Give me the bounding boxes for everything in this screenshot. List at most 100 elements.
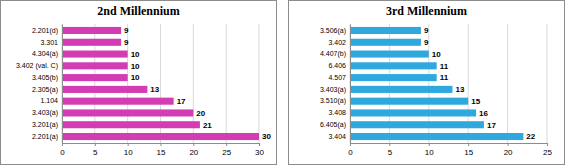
bar xyxy=(62,62,128,69)
bar xyxy=(62,133,259,140)
chart-panel: 2nd Millennium99101010131720213005101520… xyxy=(1,1,277,165)
chart-title: 2nd Millennium xyxy=(97,4,179,18)
tick: 20 xyxy=(189,143,198,157)
bar xyxy=(350,98,468,105)
chart-canvas: 2nd Millennium99101010131720213005101520… xyxy=(0,0,565,165)
bar xyxy=(62,74,128,81)
tick-label: 25 xyxy=(543,148,552,157)
bar xyxy=(62,39,121,46)
bar xyxy=(350,133,523,140)
grid-line xyxy=(507,24,508,143)
data-label: 21 xyxy=(203,121,212,130)
axis-line xyxy=(350,25,351,144)
tick: 3.403(a) xyxy=(32,109,58,117)
tick: 6.406 xyxy=(328,62,346,69)
tick-label: 3.405(b) xyxy=(32,74,58,82)
tick: 20 xyxy=(504,143,513,157)
tick-label: 6.405(a) xyxy=(320,121,346,129)
data-label: 17 xyxy=(487,121,496,130)
x-axis: 0510152025 xyxy=(348,143,552,157)
tick-label: 0 xyxy=(60,148,65,157)
tick: 3.510(a) xyxy=(320,97,346,105)
data-label: 13 xyxy=(150,85,159,94)
tick: 3.408 xyxy=(328,109,346,116)
bars xyxy=(62,27,259,140)
tick: 5 xyxy=(93,143,98,157)
tick-label: 2.305(a) xyxy=(32,86,58,94)
data-labels: 991011111315161722 xyxy=(424,26,536,141)
tick-mark xyxy=(161,143,162,146)
plot-area: 99101111131516172205101520253.4046.405(a… xyxy=(320,24,553,157)
tick-label: 0 xyxy=(348,148,353,157)
data-label: 22 xyxy=(526,132,535,141)
tick-mark xyxy=(128,143,129,146)
panel-frame xyxy=(289,1,565,165)
bar xyxy=(350,86,452,93)
tick-label: 30 xyxy=(255,148,264,157)
tick: 3.201(a) xyxy=(32,121,58,129)
tick: 4.407(b) xyxy=(320,50,346,58)
data-labels: 991010101317202130 xyxy=(124,26,271,141)
bar xyxy=(350,39,421,46)
tick: 15 xyxy=(464,143,473,157)
tick: 3.402 (val. C) xyxy=(16,62,58,70)
tick-mark xyxy=(508,143,509,146)
plot-area: 9910101013172021300510152025302.201(a)3.… xyxy=(16,24,271,157)
tick-label: 3.403(a) xyxy=(32,109,58,117)
grid-line xyxy=(350,24,351,143)
tick-label: 3.201(a) xyxy=(32,121,58,129)
data-label: 30 xyxy=(262,132,271,141)
tick: 0 xyxy=(348,143,353,157)
data-label: 11 xyxy=(440,73,449,82)
tick-label: 4.507 xyxy=(328,74,346,81)
tick: 30 xyxy=(255,143,264,157)
tick-mark xyxy=(429,143,430,146)
tick-label: 3.402 (val. C) xyxy=(16,62,58,70)
data-label: 9 xyxy=(124,38,129,47)
data-label: 20 xyxy=(196,109,205,118)
tick-label: 3.403(a) xyxy=(320,86,346,94)
tick-label: 6.406 xyxy=(328,62,346,69)
data-label: 9 xyxy=(424,38,429,47)
data-label: 13 xyxy=(455,85,464,94)
data-label: 9 xyxy=(124,26,129,35)
tick-label: 2.201(a) xyxy=(32,133,58,141)
bars xyxy=(350,27,523,140)
tick-label: 3.506(a) xyxy=(320,27,346,35)
bar xyxy=(62,27,121,34)
bar xyxy=(350,74,437,81)
grid-line xyxy=(547,24,548,143)
tick-label: 3.408 xyxy=(328,109,346,116)
tick-label: 25 xyxy=(222,148,231,157)
tick: 15 xyxy=(157,143,166,157)
tick: 3.403(a) xyxy=(320,86,346,94)
tick: 3.301 xyxy=(40,39,58,46)
tick: 25 xyxy=(543,143,552,157)
data-label: 16 xyxy=(479,109,488,118)
tick: 25 xyxy=(222,143,231,157)
bar xyxy=(350,109,476,116)
data-label: 17 xyxy=(177,97,186,106)
tick: 2.201(a) xyxy=(32,133,58,141)
tick-label: 3.404 xyxy=(328,133,346,140)
grid xyxy=(350,24,547,143)
data-label: 10 xyxy=(131,73,140,82)
bar xyxy=(350,121,484,128)
grid-line xyxy=(259,24,260,143)
tick-label: 4.407(b) xyxy=(320,50,346,58)
tick-label: 1.104 xyxy=(40,97,58,104)
tick-label: 3.402 xyxy=(328,39,346,46)
tick-label: 5 xyxy=(388,148,393,157)
bar xyxy=(62,51,128,58)
y-axis: 3.404 6.405(a) 3.408 3.510(a) 3.403(a) 4.507 6… xyxy=(320,25,351,144)
axis-line xyxy=(62,25,63,144)
data-label: 10 xyxy=(432,50,441,59)
tick-label: 3.510(a) xyxy=(320,97,346,105)
bar xyxy=(350,62,437,69)
grid-line xyxy=(62,24,63,143)
bar xyxy=(62,86,147,93)
tick-label: 20 xyxy=(189,148,198,157)
data-label: 10 xyxy=(131,50,140,59)
tick-mark xyxy=(226,143,227,146)
grid-line xyxy=(226,24,227,143)
